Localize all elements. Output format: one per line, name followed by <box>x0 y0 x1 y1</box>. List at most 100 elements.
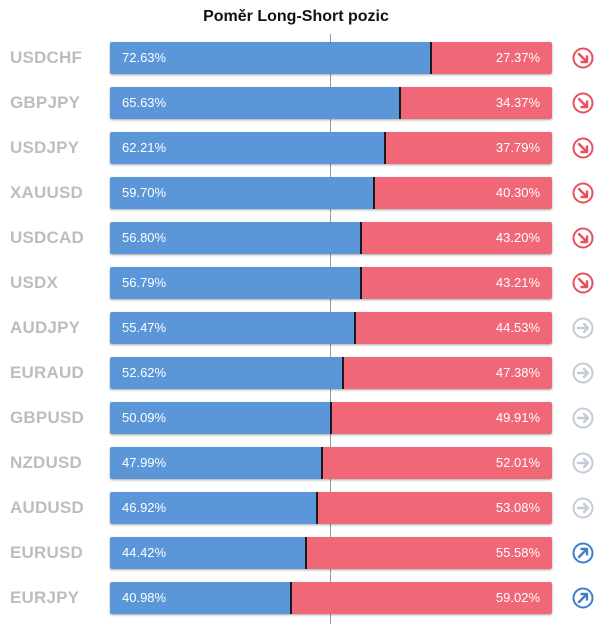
ratio-bar[interactable]: 59.70% 40.30% <box>110 177 552 209</box>
short-segment <box>306 537 552 569</box>
ratio-bar[interactable]: 65.63% 34.37% <box>110 87 552 119</box>
pair-row: EURAUD 52.62% 47.38% <box>0 357 610 393</box>
chart-title: Poměr Long-Short pozic <box>203 8 389 25</box>
pair-label: AUDJPY <box>10 318 81 337</box>
short-percent-label: 43.21% <box>495 275 540 290</box>
long-percent-label: 72.63% <box>122 50 167 65</box>
ratio-divider <box>316 492 318 524</box>
pair-label: USDCHF <box>10 48 83 67</box>
long-percent-label: 50.09% <box>122 410 167 425</box>
arrow-right-icon[interactable] <box>572 452 594 474</box>
ratio-divider <box>399 87 401 119</box>
pair-label: EURJPY <box>10 588 80 607</box>
short-segment <box>291 582 552 614</box>
pair-row: NZDUSD 47.99% 52.01% <box>0 447 610 483</box>
pair-row: USDCHF 72.63% 27.37% <box>0 42 610 78</box>
short-segment <box>331 402 552 434</box>
long-segment <box>110 402 331 434</box>
pair-row: USDX 56.79% 43.21% <box>0 267 610 303</box>
short-percent-label: 55.58% <box>495 545 540 560</box>
short-percent-label: 52.01% <box>495 455 540 470</box>
long-segment <box>110 267 361 299</box>
ratio-bar[interactable]: 44.42% 55.58% <box>110 537 552 569</box>
arrow-down-right-icon[interactable] <box>572 137 594 159</box>
ratio-bar[interactable]: 50.09% 49.91% <box>110 402 552 434</box>
ratio-bar[interactable]: 56.79% 43.21% <box>110 267 552 299</box>
long-percent-label: 52.62% <box>122 365 167 380</box>
long-segment <box>110 537 306 569</box>
pair-row: USDCAD 56.80% 43.20% <box>0 222 610 258</box>
arrow-up-right-icon[interactable] <box>572 587 594 609</box>
pair-label: GBPJPY <box>10 93 81 112</box>
short-segment <box>400 87 552 119</box>
pair-row: GBPUSD 50.09% 49.91% <box>0 402 610 438</box>
pair-label: XAUUSD <box>10 183 83 202</box>
arrow-down-right-icon[interactable] <box>572 182 594 204</box>
long-segment <box>110 582 291 614</box>
ratio-bar[interactable]: 40.98% 59.02% <box>110 582 552 614</box>
pair-label: GBPUSD <box>10 408 84 427</box>
long-percent-label: 47.99% <box>122 455 167 470</box>
long-percent-label: 65.63% <box>122 95 167 110</box>
ratio-divider <box>305 537 307 569</box>
arrow-down-right-icon[interactable] <box>572 92 594 114</box>
long-percent-label: 62.21% <box>122 140 167 155</box>
ratio-bar[interactable]: 72.63% 27.37% <box>110 42 552 74</box>
long-segment <box>110 42 431 74</box>
ratio-divider <box>330 402 332 434</box>
short-segment <box>355 312 552 344</box>
long-segment <box>110 87 400 119</box>
short-segment <box>385 132 552 164</box>
long-segment <box>110 312 355 344</box>
short-segment <box>343 357 552 389</box>
arrow-right-icon[interactable] <box>572 317 594 339</box>
short-percent-label: 53.08% <box>495 500 540 515</box>
ratio-bar[interactable]: 62.21% 37.79% <box>110 132 552 164</box>
short-percent-label: 40.30% <box>495 185 540 200</box>
arrow-right-icon[interactable] <box>572 407 594 429</box>
ratio-divider <box>354 312 356 344</box>
short-percent-label: 44.53% <box>495 320 540 335</box>
short-percent-label: 47.38% <box>495 365 540 380</box>
pair-label: EURUSD <box>10 543 83 562</box>
ratio-divider <box>360 222 362 254</box>
pair-row: AUDUSD 46.92% 53.08% <box>0 492 610 528</box>
long-segment <box>110 177 374 209</box>
long-percent-label: 56.80% <box>122 230 167 245</box>
pair-label: EURAUD <box>10 363 84 382</box>
ratio-bar[interactable]: 55.47% 44.53% <box>110 312 552 344</box>
ratio-bar[interactable]: 52.62% 47.38% <box>110 357 552 389</box>
long-segment <box>110 357 343 389</box>
short-percent-label: 34.37% <box>495 95 540 110</box>
short-percent-label: 27.37% <box>495 50 540 65</box>
long-percent-label: 56.79% <box>122 275 167 290</box>
ratio-divider <box>290 582 292 614</box>
long-segment <box>110 447 322 479</box>
pair-row: EURUSD 44.42% 55.58% <box>0 537 610 573</box>
pair-label: USDJPY <box>10 138 80 157</box>
arrow-right-icon[interactable] <box>572 362 594 384</box>
short-percent-label: 59.02% <box>495 590 540 605</box>
short-segment <box>322 447 552 479</box>
ratio-bar[interactable]: 46.92% 53.08% <box>110 492 552 524</box>
ratio-bar[interactable]: 56.80% 43.20% <box>110 222 552 254</box>
arrow-right-icon[interactable] <box>572 497 594 519</box>
long-percent-label: 44.42% <box>122 545 167 560</box>
arrow-up-right-icon[interactable] <box>572 542 594 564</box>
long-percent-label: 55.47% <box>122 320 167 335</box>
arrow-down-right-icon[interactable] <box>572 227 594 249</box>
arrow-down-right-icon[interactable] <box>572 47 594 69</box>
pair-row: AUDJPY 55.47% 44.53% <box>0 312 610 348</box>
arrow-down-right-icon[interactable] <box>572 272 594 294</box>
short-segment <box>317 492 552 524</box>
short-segment <box>374 177 552 209</box>
ratio-bar[interactable]: 47.99% 52.01% <box>110 447 552 479</box>
pair-label: AUDUSD <box>10 498 84 517</box>
pair-row: GBPJPY 65.63% 34.37% <box>0 87 610 123</box>
long-segment <box>110 222 361 254</box>
short-segment <box>431 42 552 74</box>
pair-label: NZDUSD <box>10 453 83 472</box>
short-percent-label: 43.20% <box>495 230 540 245</box>
long-percent-label: 59.70% <box>122 185 167 200</box>
ratio-divider <box>373 177 375 209</box>
